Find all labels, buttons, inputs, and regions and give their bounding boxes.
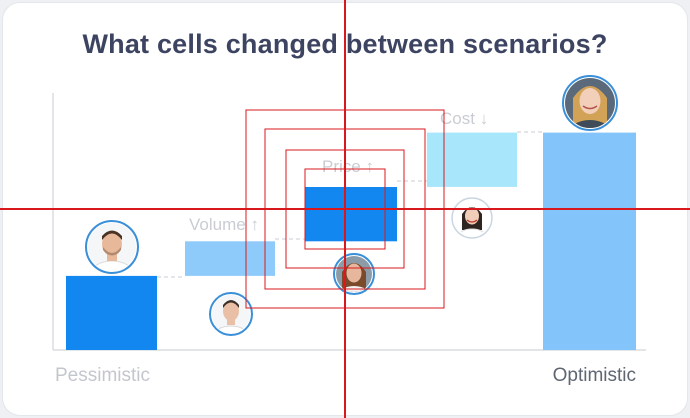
label-pessimistic: Pessimistic	[55, 365, 150, 386]
label-volume: Volume ↑	[189, 215, 259, 234]
waterfall-chart: Volume ↑ Price ↑ Cost ↓ Pessimistic Opti…	[52, 93, 646, 386]
bar-cost[interactable]	[427, 132, 517, 187]
woman-brown-avatar[interactable]	[332, 252, 376, 296]
man-avatar[interactable]	[84, 219, 140, 275]
label-cost: Cost ↓	[440, 109, 488, 128]
arrow-up-icon: ↑	[250, 215, 259, 234]
bar-pessimistic[interactable]	[66, 275, 157, 350]
man-suit-avatar[interactable]	[208, 291, 254, 337]
woman-dark-avatar[interactable]	[450, 196, 494, 240]
label-price: Price ↑	[322, 157, 374, 176]
arrow-down-icon: ↓	[480, 109, 489, 128]
arrow-up-icon: ↑	[365, 157, 374, 176]
bar-optimistic[interactable]	[543, 132, 636, 350]
label-optimistic: Optimistic	[553, 365, 636, 386]
bar-volume[interactable]	[185, 241, 275, 276]
woman-blonde-avatar[interactable]	[561, 74, 619, 132]
bar-price[interactable]	[305, 187, 397, 242]
